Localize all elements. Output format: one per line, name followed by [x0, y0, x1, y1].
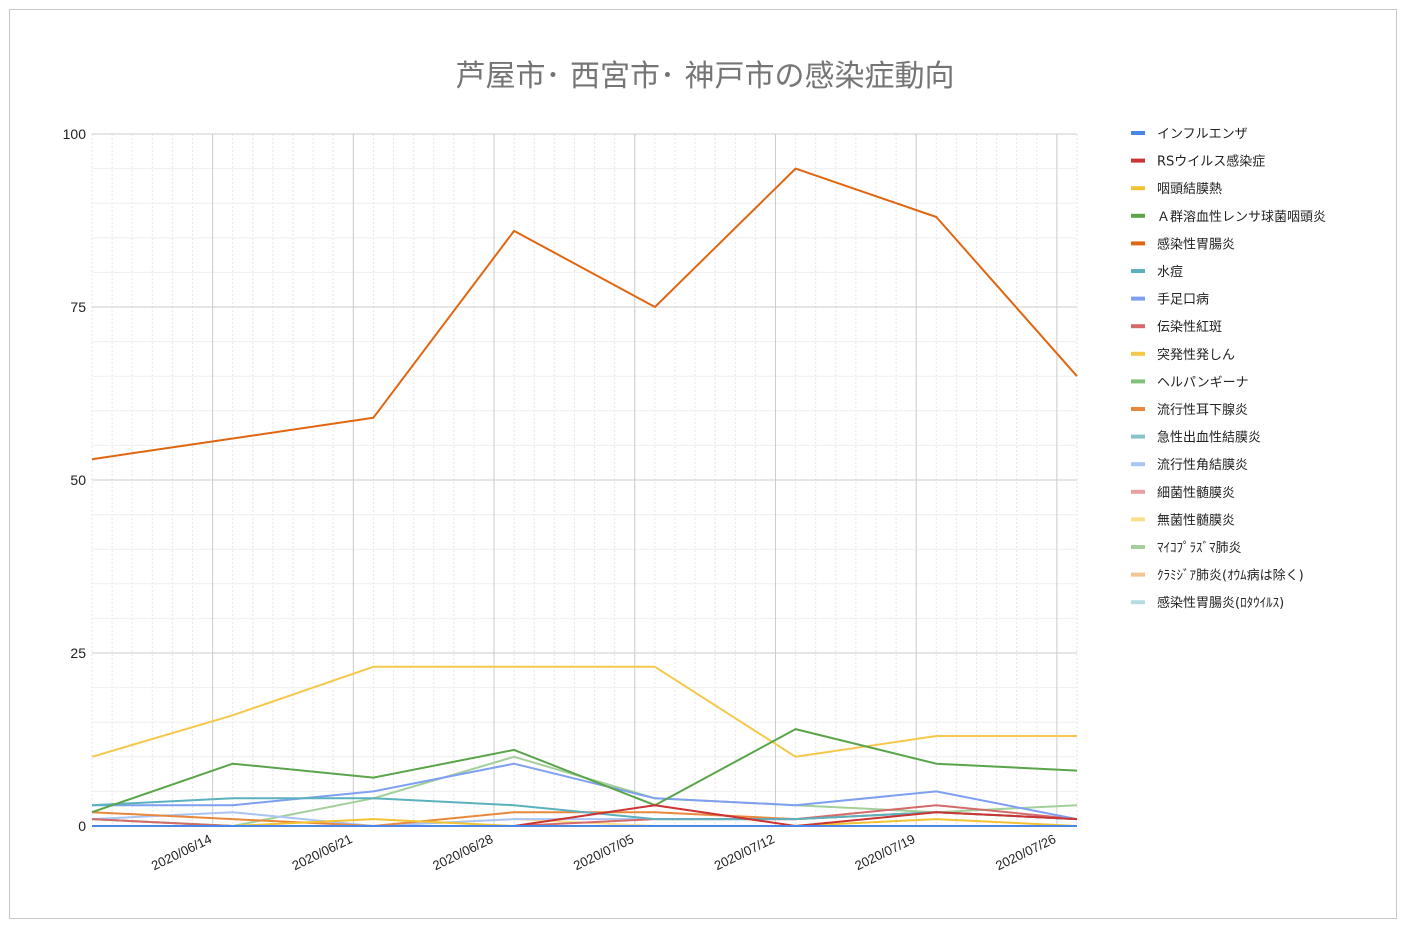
legend-swatch	[1131, 241, 1145, 246]
legend-swatch	[1131, 462, 1145, 467]
legend-label: 突発性発しん	[1157, 347, 1235, 363]
x-tick-label: 2020/06/21	[290, 831, 355, 873]
legend-label: インフルエンザ	[1157, 127, 1248, 142]
series-line	[91, 797, 1078, 821]
legend-label: ﾏｲｺﾌﾟﾗｽﾞﾏ肺炎	[1157, 541, 1242, 556]
legend-swatch	[1131, 324, 1145, 329]
legend-swatch	[1131, 407, 1145, 411]
chart-title: 芦屋市･ 西宮市･ 神戸市の感染症動向	[455, 59, 954, 94]
y-tick-label: 100	[63, 126, 87, 142]
x-tick-label: 2020/07/19	[852, 831, 917, 873]
y-tick-label: 75	[70, 299, 86, 315]
x-tick-label: 2020/06/14	[149, 831, 214, 873]
y-tick-label: 0	[78, 818, 86, 834]
legend-swatch	[1131, 545, 1145, 549]
legend-label: 流行性角結膜炎	[1157, 458, 1248, 473]
legend-label: ヘルパンギーナ	[1157, 375, 1249, 390]
series-line	[92, 762, 1078, 821]
legend-swatch	[1131, 489, 1145, 494]
legend-label: 急性出血性結膜炎	[1157, 431, 1261, 446]
chart-frame	[9, 9, 1397, 919]
series-lines	[91, 167, 1078, 827]
legend-label: 感染性胃腸炎	[1157, 236, 1235, 252]
legend-swatch	[1131, 517, 1145, 522]
legend-swatch	[1131, 186, 1145, 191]
series-line	[91, 167, 1078, 461]
legend-label: 手足口病	[1157, 293, 1209, 308]
x-tick-label: 2020/06/28	[430, 831, 495, 873]
legend-label: 感染性胃腸炎(ﾛﾀｳｲﾙｽ)	[1157, 595, 1284, 611]
major-gridlines	[92, 133, 1077, 827]
legend-label: 流行性耳下腺炎	[1157, 403, 1248, 418]
legend-label: ｸﾗﾐｼﾞｱ肺炎(ｵｳﾑ病は除く)	[1157, 569, 1304, 584]
legend-swatch	[1131, 131, 1145, 135]
legend-label: 水痘	[1157, 265, 1183, 280]
y-tick-label: 25	[70, 645, 86, 661]
series-line	[91, 665, 1077, 758]
legend-swatch	[1131, 600, 1145, 605]
legend-swatch	[1131, 158, 1145, 163]
legend-swatch	[1131, 351, 1145, 356]
x-axis-tick-labels: 2020/06/14 2020/06/21 2020/06/28 2020/07/05…	[149, 831, 1058, 873]
legend-swatch	[1131, 296, 1145, 301]
legend-label: 無菌性髄膜炎	[1157, 513, 1235, 528]
x-tick-label: 2020/07/12	[712, 831, 777, 873]
legend-label: 細菌性髄膜炎	[1157, 486, 1235, 501]
legend-swatch	[1131, 269, 1145, 273]
legend-label: RSウイルス感染症	[1157, 154, 1265, 170]
legend-swatch	[1131, 213, 1145, 218]
x-tick-label: 2020/07/05	[571, 831, 636, 873]
series-line	[91, 728, 1078, 814]
y-axis-tick-labels: 0 25 50 75 100	[63, 126, 87, 834]
legend-swatch	[1131, 434, 1145, 439]
x-tick-label: 2020/07/26	[993, 831, 1058, 873]
legend-swatch	[1131, 379, 1145, 384]
legend-label: 咽頭結膜熱	[1157, 182, 1222, 197]
legend-label: Ａ群溶血性レンサ球菌咽頭炎	[1157, 210, 1326, 225]
y-tick-label: 50	[70, 472, 86, 488]
legend-swatch	[1131, 572, 1145, 577]
legend-label: 伝染性紅斑	[1157, 320, 1222, 335]
